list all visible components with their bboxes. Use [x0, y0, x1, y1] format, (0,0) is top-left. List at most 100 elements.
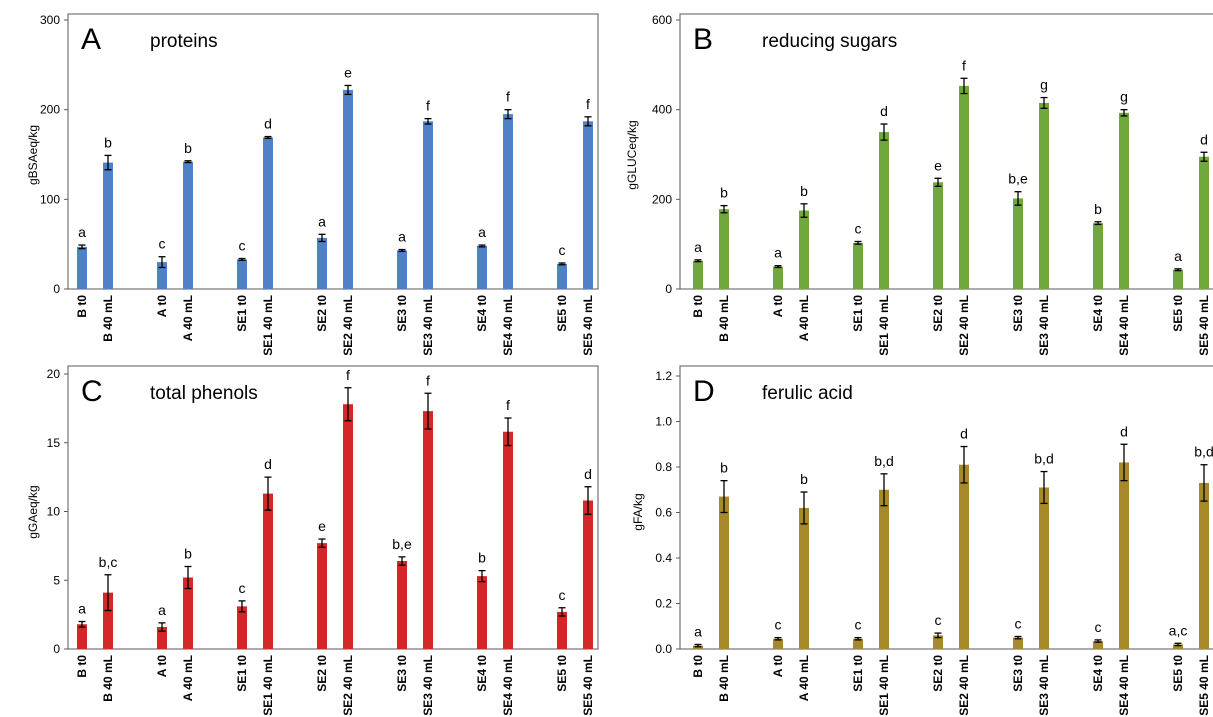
category-label: SE2 t0	[315, 295, 329, 332]
category-label: SE2 t0	[931, 295, 945, 332]
significance-label: f	[586, 96, 590, 112]
category-label: SE5 t0	[1171, 295, 1185, 332]
bar	[959, 85, 969, 289]
bar	[103, 592, 113, 649]
y-tick-label: 0.6	[655, 506, 672, 520]
y-tick-label: 1.2	[655, 369, 672, 383]
bar	[773, 638, 783, 649]
significance-label: c	[1095, 619, 1102, 635]
panel-title: ferulic acid	[762, 383, 853, 404]
bar	[263, 493, 273, 649]
bar	[397, 250, 407, 289]
category-label: SE5 t0	[555, 295, 569, 332]
significance-label: d	[960, 426, 968, 442]
bar	[103, 162, 113, 289]
bar	[719, 496, 729, 649]
bar	[583, 121, 593, 289]
category-label: B 40 mL	[717, 655, 731, 702]
significance-label: g	[1120, 89, 1128, 105]
category-label: SE3 40 mL	[1037, 655, 1051, 716]
bar	[933, 635, 943, 649]
bar	[1173, 269, 1183, 289]
significance-label: c	[935, 612, 942, 628]
category-label: SE4 40 mL	[1117, 295, 1131, 356]
bar	[1013, 198, 1023, 289]
panel-letter: D	[693, 375, 715, 408]
bar	[423, 121, 433, 289]
category-label: B 40 mL	[717, 295, 731, 342]
category-label: SE1 40 mL	[877, 655, 891, 716]
plot-frame	[67, 13, 599, 290]
y-tick-label: 10	[47, 505, 61, 519]
category-label: SE5 40 mL	[581, 655, 595, 716]
significance-label: b	[478, 550, 486, 566]
significance-label: c	[159, 236, 166, 252]
bar	[1199, 156, 1209, 289]
significance-label: b	[184, 546, 192, 562]
significance-label: b,d	[1034, 451, 1053, 467]
y-tick-label: 600	[652, 13, 672, 27]
significance-label: g	[1040, 77, 1048, 93]
category-label: SE1 t0	[235, 655, 249, 692]
significance-label: b	[720, 185, 728, 201]
category-label: A 40 mL	[181, 655, 195, 701]
significance-label: d	[584, 466, 592, 482]
significance-label: a	[774, 245, 782, 261]
category-label: SE4 40 mL	[501, 655, 515, 716]
category-label: SE5 t0	[555, 655, 569, 692]
significance-label: a	[694, 239, 702, 255]
significance-label: b,d	[1194, 444, 1213, 460]
bar	[343, 404, 353, 649]
category-label: SE2 40 mL	[957, 655, 971, 716]
y-tick-label: 200	[40, 103, 60, 117]
category-label: SE5 t0	[1171, 655, 1185, 692]
bar	[1013, 637, 1023, 649]
category-label: SE4 t0	[475, 655, 489, 692]
significance-label: b	[184, 140, 192, 156]
bar	[799, 507, 809, 649]
bar	[583, 500, 593, 649]
panel-letter: B	[693, 23, 713, 56]
y-axis-label: gGAeq/kg	[26, 485, 40, 538]
y-tick-label: 300	[40, 13, 60, 27]
bar	[397, 561, 407, 649]
category-label: SE3 t0	[1011, 655, 1025, 692]
category-label: SE5 40 mL	[581, 295, 595, 356]
category-label: SE1 40 mL	[261, 295, 275, 356]
y-axis-label: gBSAeq/kg	[26, 125, 40, 185]
significance-label: b,e	[392, 536, 412, 552]
category-label: SE2 40 mL	[341, 655, 355, 716]
category-label: SE4 t0	[1091, 655, 1105, 692]
category-label: A t0	[155, 295, 169, 318]
significance-label: b	[104, 134, 112, 150]
significance-label: a,c	[1169, 622, 1188, 638]
bar	[477, 576, 487, 649]
y-tick-label: 15	[47, 436, 61, 450]
panel-b: 0 200 400 600 gGLUCeq/kg B reducing sugars a B t…	[625, 13, 1213, 356]
category-label: B 40 mL	[101, 655, 115, 702]
bar	[879, 489, 889, 649]
y-tick-label: 200	[652, 192, 672, 206]
category-label: SE3 40 mL	[1037, 295, 1051, 356]
category-label: SE5 40 mL	[1197, 655, 1211, 716]
significance-label: b,c	[99, 554, 118, 570]
panel-d: 0.0 0.2 0.4 0.6 0.8 1.0 1.2 gFA/kg D ferulic acid…	[631, 365, 1213, 716]
category-label: SE4 t0	[1091, 295, 1105, 332]
bar	[693, 260, 703, 289]
bar	[237, 606, 247, 649]
bar	[853, 638, 863, 649]
category-label: SE3 40 mL	[421, 655, 435, 716]
panel-c: 0 5 10 15 20 gGAeq/kg C total phenols a B t0 b,c B …	[26, 365, 599, 716]
y-tick-label: 400	[652, 103, 672, 117]
significance-label: c	[775, 617, 782, 633]
significance-label: f	[962, 57, 966, 73]
category-label: SE3 40 mL	[421, 295, 435, 356]
bar	[1119, 112, 1129, 290]
significance-label: c	[239, 580, 246, 596]
bar	[933, 182, 943, 289]
category-label: SE4 40 mL	[501, 295, 515, 356]
significance-label: b	[800, 183, 808, 199]
significance-label: c	[855, 220, 862, 236]
significance-label: d	[1120, 423, 1128, 439]
